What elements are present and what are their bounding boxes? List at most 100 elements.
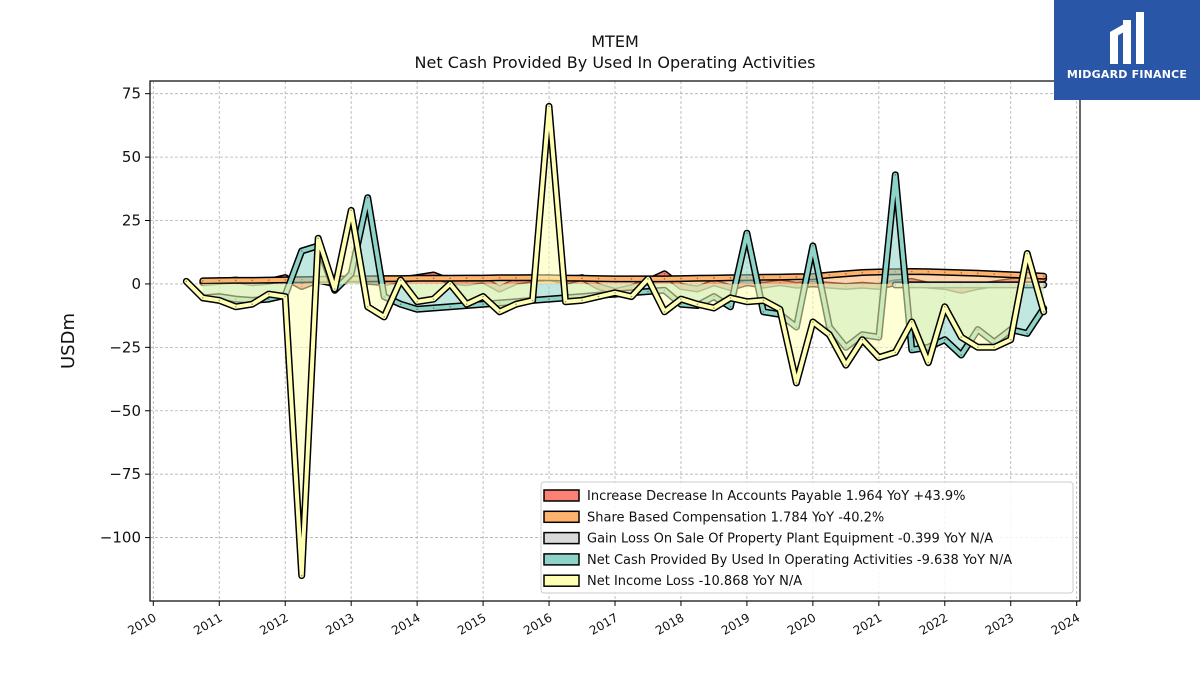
data-point bbox=[976, 272, 979, 275]
data-point bbox=[647, 278, 649, 280]
data-point bbox=[812, 245, 814, 247]
data-point bbox=[465, 303, 468, 306]
data-point bbox=[696, 277, 699, 280]
data-point bbox=[894, 351, 897, 354]
data-point bbox=[597, 295, 600, 298]
data-point bbox=[680, 277, 682, 280]
data-point bbox=[399, 303, 402, 306]
data-point bbox=[465, 277, 468, 279]
data-point bbox=[482, 277, 484, 279]
data-point bbox=[729, 305, 732, 308]
data-point bbox=[432, 277, 435, 280]
chart-subtitle: Net Cash Provided By Used In Operating A… bbox=[415, 53, 816, 72]
x-tick-label: 2020 bbox=[785, 610, 818, 637]
data-point bbox=[333, 288, 336, 290]
data-point bbox=[564, 300, 567, 303]
data-point bbox=[861, 338, 864, 341]
data-point bbox=[1026, 332, 1029, 335]
x-tick-label: 2021 bbox=[851, 610, 884, 637]
data-point bbox=[927, 361, 930, 364]
data-point bbox=[713, 307, 715, 309]
data-point bbox=[317, 237, 319, 240]
data-point bbox=[284, 279, 287, 281]
data-point bbox=[779, 308, 781, 311]
series-4 bbox=[182, 102, 1048, 580]
x-tick-label: 2015 bbox=[455, 610, 488, 637]
data-point bbox=[300, 574, 303, 577]
legend-swatch bbox=[543, 574, 580, 587]
data-point bbox=[614, 278, 616, 280]
data-point bbox=[647, 290, 649, 293]
y-tick-label: 50 bbox=[122, 148, 141, 166]
data-point bbox=[449, 305, 451, 308]
data-point bbox=[746, 232, 748, 234]
data-point bbox=[234, 305, 237, 308]
data-point bbox=[894, 174, 897, 176]
brand-logo: MIDGARD FINANCE bbox=[1054, 0, 1200, 100]
data-point bbox=[201, 297, 204, 299]
data-point bbox=[960, 354, 963, 356]
data-point bbox=[927, 270, 930, 273]
data-point bbox=[779, 276, 781, 278]
y-tick-label: −100 bbox=[100, 529, 141, 547]
data-point bbox=[482, 303, 484, 306]
data-point bbox=[284, 295, 287, 298]
data-point bbox=[581, 299, 583, 302]
data-point bbox=[449, 283, 451, 285]
data-point bbox=[416, 300, 418, 303]
y-tick-label: −75 bbox=[109, 465, 141, 483]
data-point bbox=[976, 346, 979, 349]
x-tick-label: 2019 bbox=[719, 610, 752, 637]
data-point bbox=[581, 277, 583, 280]
data-point bbox=[1042, 311, 1045, 313]
x-tick-label: 2023 bbox=[983, 610, 1016, 637]
data-point bbox=[366, 305, 369, 308]
midgard-logo-icon bbox=[1110, 12, 1144, 64]
x-tick-label: 2018 bbox=[653, 610, 686, 637]
legend-label: Net Cash Provided By Used In Operating A… bbox=[587, 553, 1012, 568]
data-point bbox=[911, 349, 913, 351]
data-point bbox=[943, 271, 946, 274]
series-area bbox=[186, 106, 1044, 576]
data-point bbox=[663, 272, 666, 275]
data-point bbox=[498, 311, 501, 313]
data-point bbox=[696, 303, 699, 306]
x-tick-label: 2024 bbox=[1049, 610, 1082, 637]
data-point bbox=[911, 321, 913, 323]
data-point bbox=[498, 277, 501, 279]
data-point bbox=[828, 274, 831, 276]
data-point bbox=[911, 270, 913, 273]
data-point bbox=[960, 336, 963, 338]
data-point bbox=[251, 303, 254, 306]
data-point bbox=[1026, 252, 1029, 255]
data-point bbox=[366, 196, 369, 199]
data-point bbox=[449, 277, 451, 280]
data-point bbox=[663, 278, 666, 280]
data-point bbox=[845, 364, 847, 366]
legend-swatch bbox=[543, 553, 580, 566]
legend-swatch bbox=[543, 531, 580, 545]
data-point bbox=[993, 273, 996, 275]
data-point bbox=[729, 297, 732, 299]
data-point bbox=[828, 333, 831, 336]
data-point bbox=[597, 277, 600, 280]
data-point bbox=[762, 299, 765, 302]
data-point bbox=[762, 276, 765, 279]
y-tick-label: 75 bbox=[122, 85, 141, 103]
data-point bbox=[416, 277, 418, 280]
data-point bbox=[993, 346, 996, 349]
brand-name: MIDGARD FINANCE bbox=[1066, 68, 1188, 81]
data-point bbox=[267, 298, 270, 300]
x-tick-label: 2016 bbox=[521, 610, 554, 637]
data-point bbox=[515, 303, 517, 306]
data-point bbox=[861, 271, 864, 274]
data-point bbox=[762, 311, 765, 313]
legend: Increase Decrease In Accounts Payable 1.… bbox=[540, 481, 1074, 594]
data-point bbox=[713, 277, 715, 279]
data-point bbox=[432, 298, 435, 300]
data-point bbox=[630, 295, 633, 298]
data-point bbox=[531, 299, 534, 302]
data-point bbox=[845, 272, 847, 275]
x-tick-label: 2011 bbox=[191, 610, 224, 637]
data-point bbox=[795, 276, 798, 278]
